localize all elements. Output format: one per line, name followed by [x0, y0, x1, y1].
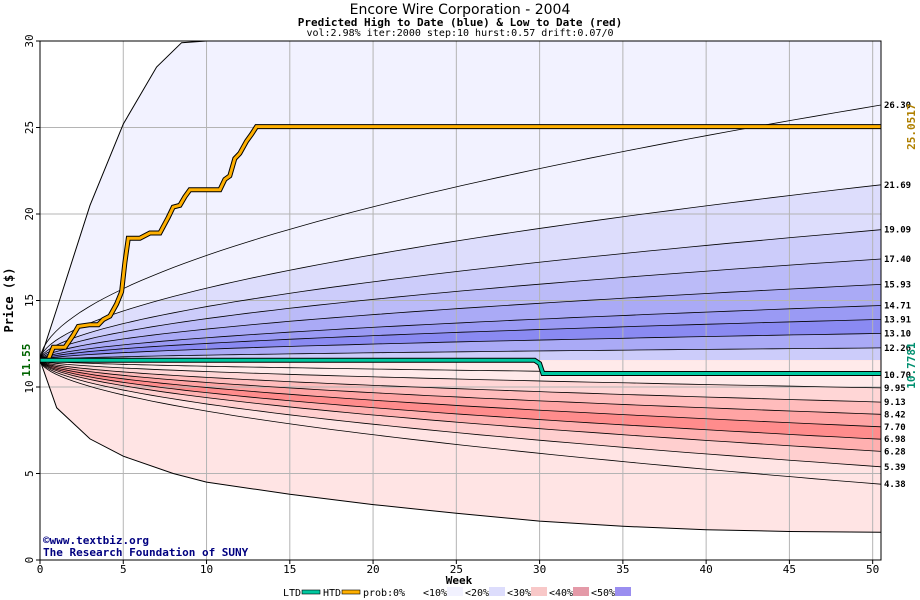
legend-label-htd: HTD — [323, 588, 341, 599]
band-line-0 — [40, 104, 881, 361]
band-end-label: 5.39 — [884, 463, 906, 473]
legend-prob-item: <40% — [549, 588, 573, 599]
band-end-label: 6.28 — [884, 447, 906, 457]
band-line-11 — [40, 359, 881, 403]
plot-area — [40, 41, 881, 560]
htd-line — [40, 125, 881, 362]
band-end-label: 13.10 — [884, 329, 911, 339]
band-end-label: 17.40 — [884, 255, 911, 265]
x-tick-label: 35 — [616, 563, 629, 576]
band-end-label: 9.13 — [884, 398, 906, 408]
legend-prob-swatch — [447, 587, 463, 596]
legend-prob-swatch — [405, 587, 421, 596]
y-tick-label: 0 — [23, 557, 36, 564]
band-line-2 — [40, 229, 881, 361]
simulation-params: vol:2.98% iter:2000 step:10 hurst:0.57 d… — [306, 28, 614, 39]
x-tick-label: 50 — [866, 563, 879, 576]
watermark-url: ©www.textbiz.org — [43, 534, 149, 547]
x-tick-label: 45 — [783, 563, 796, 576]
x-tick-label: 25 — [450, 563, 463, 576]
start-price-label: 11.55 — [20, 344, 33, 377]
band-end-label: 10.70 — [884, 371, 911, 381]
band-end-label: 8.42 — [884, 410, 906, 420]
band-end-label: 9.95 — [884, 384, 906, 394]
upper-outer-line — [40, 41, 207, 361]
band-end-label: 7.70 — [884, 423, 906, 433]
x-tick-label: 20 — [366, 563, 379, 576]
band-end-label: 6.98 — [884, 435, 906, 445]
legend-prob-swatch — [615, 587, 631, 596]
legend-swatch-htd — [341, 589, 361, 595]
htd-end-value: 25.0517 — [905, 103, 918, 149]
x-tick-label: 15 — [283, 563, 296, 576]
legend-prob-item: <50% — [591, 588, 615, 599]
x-tick-label: 5 — [120, 563, 127, 576]
y-tick-label: 20 — [23, 207, 36, 220]
legend-swatch-ltd — [301, 589, 321, 595]
band-end-label: 4.38 — [884, 480, 906, 490]
y-axis-title: Price ($) — [2, 267, 16, 332]
y-tick-label: 30 — [23, 34, 36, 47]
band-line-3 — [40, 258, 881, 361]
x-tick-label: 30 — [533, 563, 546, 576]
legend-prob-swatch — [573, 587, 589, 596]
chart-subtitle: Predicted High to Date (blue) & Low to D… — [297, 16, 623, 29]
band-line-7 — [40, 333, 881, 361]
legend-prob-swatch — [489, 587, 505, 596]
ltd-line — [40, 358, 881, 375]
band-end-label: 26.30 — [884, 101, 911, 111]
y-tick-label: 15 — [23, 294, 36, 307]
band-end-label: 21.69 — [884, 181, 911, 191]
band-line-10 — [40, 359, 881, 389]
band-end-label: 13.91 — [884, 315, 911, 325]
ltd-end-value: 10.7781 — [905, 342, 918, 389]
x-tick-label: 0 — [37, 563, 44, 576]
upper-band-8 — [40, 347, 881, 361]
band-line-16 — [40, 360, 881, 468]
band-line-8 — [40, 347, 881, 361]
y-tick-label: 10 — [23, 380, 36, 393]
band-end-label: 19.09 — [884, 226, 911, 236]
x-tick-label: 10 — [200, 563, 213, 576]
watermark-org: The Research Foundation of SUNY — [43, 546, 249, 559]
band-line-12 — [40, 359, 881, 415]
band-line-6 — [40, 319, 881, 361]
chart-title: Encore Wire Corporation - 2004 — [349, 2, 571, 18]
band-line-17 — [40, 360, 881, 485]
legend-prob-item: 0% — [393, 588, 405, 599]
band-line-14 — [40, 360, 881, 440]
band-end-label: 12.26 — [884, 344, 911, 354]
lower-outer-line — [40, 360, 881, 533]
band-end-label: 14.71 — [884, 302, 911, 312]
band-line-13 — [40, 359, 881, 428]
legend-prob-label: prob: — [363, 588, 393, 599]
legend-label-ltd: LTD — [283, 588, 301, 599]
band-line-5 — [40, 305, 881, 361]
legend-prob-swatch — [531, 587, 547, 596]
band-line-15 — [40, 360, 881, 452]
y-tick-label: 5 — [23, 470, 36, 477]
legend-prob-item: <30% — [507, 588, 531, 599]
legend-prob-item: <20% — [465, 588, 489, 599]
legend-prob-item: <10% — [423, 588, 447, 599]
x-tick-label: 40 — [700, 563, 713, 576]
y-tick-label: 25 — [23, 121, 36, 134]
x-axis-title: Week — [446, 574, 473, 587]
band-line-4 — [40, 284, 881, 361]
band-end-label: 15.93 — [884, 280, 911, 290]
